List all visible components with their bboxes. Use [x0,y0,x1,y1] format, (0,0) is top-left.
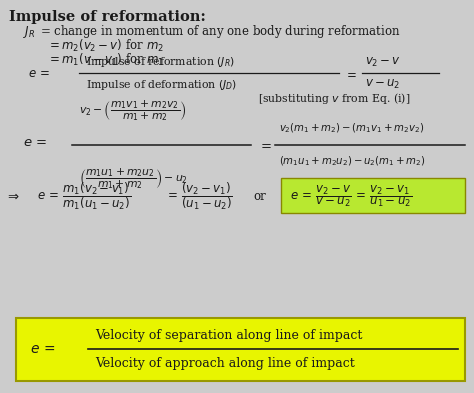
Text: $e\,=$: $e\,=$ [30,342,56,356]
Text: $\left(\dfrac{m_1 u_1 + m_2 u_2}{m_1 + m_2}\right) - u_2$: $\left(\dfrac{m_1 u_1 + m_2 u_2}{m_1 + m… [79,166,188,191]
Text: $e\,=$: $e\,=$ [23,136,48,149]
Text: [substituting $v$ from Eq. (i)]: [substituting $v$ from Eq. (i)] [258,90,410,106]
Text: $=$: $=$ [344,67,357,80]
Text: $v_2(m_1+m_2)-(m_1 v_1 + m_2 v_2)$: $v_2(m_1+m_2)-(m_1 v_1 + m_2 v_2)$ [279,121,424,135]
Text: $J_R\,$ = change in momentum of any one body during reformation: $J_R\,$ = change in momentum of any one … [23,23,401,40]
Text: $e\,=\,\dfrac{m_1(v_2-v_1)}{m_1(u_1-u_2)}$: $e\,=\,\dfrac{m_1(v_2-v_1)}{m_1(u_1-u_2)… [37,180,131,213]
Text: $v_2 - \left(\dfrac{m_1 v_1 + m_2 v_2}{m_1 + m_2}\right)$: $v_2 - \left(\dfrac{m_1 v_1 + m_2 v_2}{m… [79,98,186,123]
Text: $v_2 - v$: $v_2 - v$ [365,55,401,69]
Text: $=\,\dfrac{(v_2-v_1)}{(u_1-u_2)}$: $=\,\dfrac{(v_2-v_1)}{(u_1-u_2)}$ [165,180,233,213]
Text: $= m_1(v - v_1)$ for $m_1$: $= m_1(v - v_1)$ for $m_1$ [46,52,164,68]
Text: $= m_2(v_2 - v)$ for $m_2$: $= m_2(v_2 - v)$ for $m_2$ [46,38,164,54]
FancyBboxPatch shape [16,318,465,381]
Text: Impulse of reformation:: Impulse of reformation: [9,10,206,24]
FancyBboxPatch shape [281,178,465,213]
Text: Impulse of deformation $(J_D)$: Impulse of deformation $(J_D)$ [86,78,237,92]
Text: Impulse of reformation $(J_R)$: Impulse of reformation $(J_R)$ [86,55,235,69]
Text: $e\,=$: $e\,=$ [28,67,50,80]
Text: $(m_1 u_1 + m_2 u_2) - u_2(m_1+m_2)$: $(m_1 u_1 + m_2 u_2) - u_2(m_1+m_2)$ [279,154,425,168]
Text: $=$: $=$ [258,138,272,151]
Text: Velocity of approach along line of impact: Velocity of approach along line of impac… [95,358,355,371]
Text: $e\,=\,\dfrac{v_2-v}{v-u_2}\,=\,\dfrac{v_2-v_1}{u_1-u_2}$: $e\,=\,\dfrac{v_2-v}{v-u_2}\,=\,\dfrac{v… [291,184,412,209]
Text: $\Rightarrow$: $\Rightarrow$ [5,190,20,203]
Text: $v - u_2$: $v - u_2$ [365,78,400,91]
Text: or: or [253,190,266,203]
Text: Velocity of separation along line of impact: Velocity of separation along line of imp… [95,329,363,342]
